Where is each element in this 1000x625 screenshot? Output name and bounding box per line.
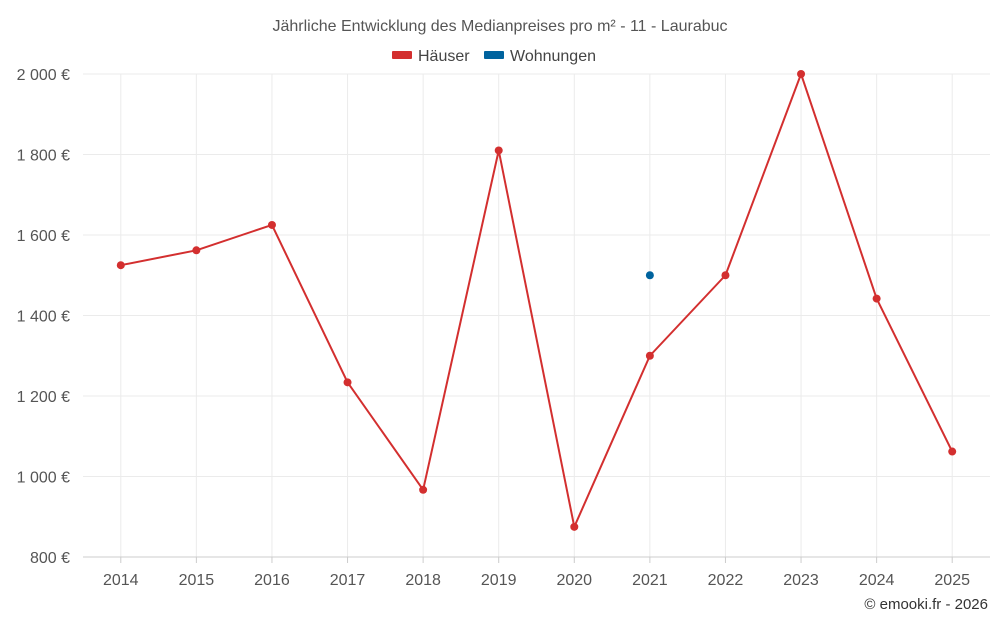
data-point[interactable] (267, 220, 276, 229)
legend-swatch-haeuser (392, 51, 412, 59)
series-layer (116, 70, 957, 531)
legend-swatch-wohnungen (484, 51, 504, 59)
data-point[interactable] (494, 146, 503, 155)
x-tick-label: 2015 (179, 572, 215, 589)
x-tick-label: 2017 (330, 572, 366, 589)
x-tick-label: 2020 (556, 572, 592, 589)
x-axis: 2014 2015 2016 2017 2018 2019 2020 2021 2022 2023… (83, 556, 990, 589)
y-axis: 800 € 1 000 € 1 200 € 1 400 € 1 600 € 1 800 €… (17, 67, 70, 567)
y-tick-label: 2 000 € (17, 67, 70, 84)
x-tick-label: 2023 (783, 572, 819, 589)
x-tick-label: 2022 (708, 572, 744, 589)
gridlines (83, 73, 990, 557)
data-point[interactable] (192, 246, 201, 255)
data-point[interactable] (645, 351, 654, 360)
series-haeuser (116, 70, 957, 531)
data-point[interactable] (797, 70, 806, 78)
data-point[interactable] (343, 378, 352, 387)
y-tick-label: 1 000 € (17, 470, 70, 487)
legend-label-wohnungen[interactable]: Wohnungen (510, 48, 596, 65)
x-tick-label: 2014 (103, 572, 139, 589)
series-wohnungen (645, 271, 654, 280)
x-tick-label: 2019 (481, 572, 517, 589)
data-point[interactable] (948, 447, 957, 456)
y-tick-label: 800 € (30, 550, 70, 567)
x-tick-label: 2025 (934, 572, 970, 589)
y-tick-label: 1 200 € (17, 389, 70, 406)
data-point[interactable] (570, 522, 579, 531)
data-point[interactable] (419, 485, 428, 494)
x-tick-label: 2018 (405, 572, 441, 589)
series-line (120, 73, 954, 528)
data-point[interactable] (721, 271, 730, 280)
data-point[interactable] (872, 294, 881, 303)
data-point[interactable] (645, 271, 654, 280)
y-tick-label: 1 400 € (17, 309, 70, 326)
legend-label-haeuser[interactable]: Häuser (418, 48, 470, 65)
x-tick-label: 2021 (632, 572, 668, 589)
x-tick-label: 2016 (254, 572, 290, 589)
copyright-credit: © emooki.fr - 2026 (864, 596, 988, 613)
y-tick-label: 1 600 € (17, 228, 70, 245)
y-tick-label: 1 800 € (17, 148, 70, 165)
data-point[interactable] (116, 261, 125, 270)
x-tick-label: 2024 (859, 572, 895, 589)
legend: Häuser Wohnungen (392, 48, 596, 65)
chart-title: Jährliche Entwicklung des Medianpreises … (272, 18, 727, 35)
